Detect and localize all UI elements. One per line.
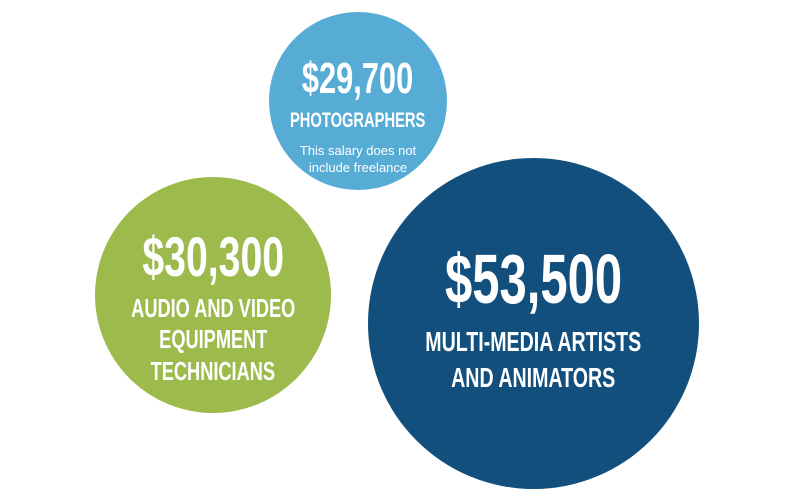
bubble-audio-content: $30,300 AUDIO AND VIDEO EQUIPMENT TECHNI… [96, 229, 331, 387]
audio-salary: $30,300 [142, 225, 284, 289]
photographers-note-line-1: This salary does not [299, 142, 417, 158]
photographers-label: PHOTOGRAPHERS [290, 109, 426, 133]
photographers-salary: $29,700 [302, 54, 414, 104]
photographers-note: This salary does not include freelance [300, 142, 416, 177]
multimedia-salary: $53,500 [444, 239, 623, 318]
bubble-multimedia-content: $53,500 MULTI-MEDIA ARTISTS AND ANIMATOR… [379, 244, 687, 396]
bubble-photographers-content: $29,700 PHOTOGRAPHERS This salary does n… [261, 57, 454, 177]
multimedia-label-line-2: AND ANIMATORS [451, 361, 616, 393]
bubble-multimedia-artists: $53,500 MULTI-MEDIA ARTISTS AND ANIMATOR… [368, 158, 699, 489]
audio-label-line-1: AUDIO AND VIDEO [130, 293, 296, 324]
bubble-photographers: $29,700 PHOTOGRAPHERS This salary does n… [269, 12, 447, 190]
multimedia-label-line-1: MULTI-MEDIA ARTISTS [425, 325, 642, 357]
audio-label-line-2: EQUIPMENT [158, 324, 268, 355]
photographers-note-line-2: include freelance [308, 160, 408, 176]
audio-label-line-3: TECHNICIANS [150, 355, 276, 386]
bubble-audio-video-technicians: $30,300 AUDIO AND VIDEO EQUIPMENT TECHNI… [95, 177, 331, 413]
